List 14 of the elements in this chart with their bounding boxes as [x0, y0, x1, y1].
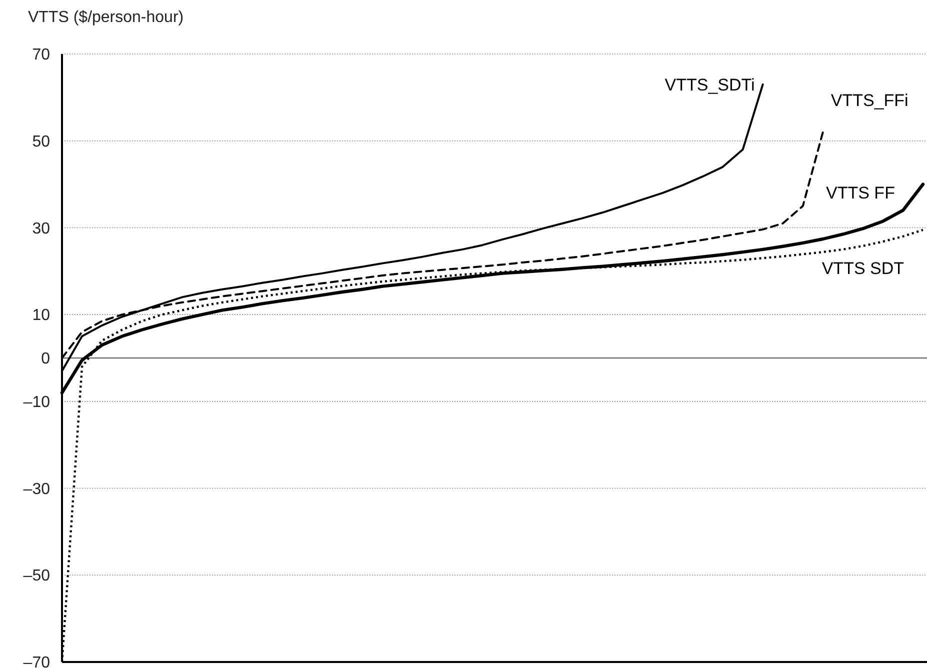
y-tick-label: –10	[23, 394, 50, 412]
y-tick-label: 0	[41, 350, 50, 368]
series-label: VTTS SDT	[822, 258, 904, 278]
y-tick-label: –50	[23, 568, 50, 585]
series-label: VTTS_FFi	[830, 91, 908, 110]
y-tick-label: 10	[32, 307, 50, 324]
y-tick-label: –70	[23, 654, 50, 670]
series-label: VTTS FF	[826, 183, 895, 202]
y-tick-label: 30	[32, 220, 50, 238]
series-label: VTTS_SDTi	[664, 75, 755, 94]
y-tick-label: –30	[23, 480, 50, 498]
y-tick-label: 50	[32, 133, 50, 150]
y-tick-label: 70	[32, 46, 50, 64]
y-axis-title: VTTS ($/person-hour)	[28, 9, 184, 26]
